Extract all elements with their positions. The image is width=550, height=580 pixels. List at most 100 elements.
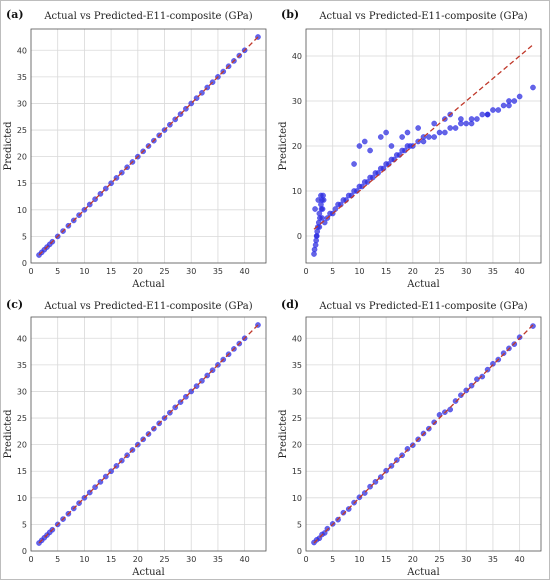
data-point [320,197,327,203]
data-point [506,98,512,104]
data-point [311,246,318,253]
data-point [490,107,496,113]
x-tick-label: 35 [488,267,498,276]
data-point [511,98,518,104]
chart-panel-b: 0 5 10 15 20 25 30 35 40 0 10 20 30 40 Actual vs Predi… [276,1,549,291]
data-point [516,334,523,341]
y-tick-label: 40 [17,46,27,55]
y-tick-label: 30 [17,99,27,108]
x-axis-label: Actual [406,279,439,290]
x-tick-label: 15 [106,555,116,564]
x-tick-label: 15 [106,267,116,276]
y-tick-label: 15 [292,467,302,476]
y-tick-label: 5 [22,520,27,529]
data-point [388,143,395,149]
x-tick-label: 40 [515,267,525,276]
x-tick-label: 35 [213,555,223,564]
x-tick-label: 35 [488,555,498,564]
data-point [404,446,411,452]
x-tick-label: 10 [354,267,364,276]
x-tick-label: 5 [330,555,335,564]
y-tick-label: 20 [292,142,302,151]
panel-label: (b) [281,8,299,21]
data-point [436,129,443,136]
x-tick-label: 0 [303,555,308,564]
x-tick-label: 35 [213,267,223,276]
data-point [474,376,480,383]
x-tick-label: 25 [159,267,169,276]
chart-title: Actual vs Predicted-E11-composite (GPa) [43,301,252,312]
chart-svg: 0 5 10 15 20 25 30 35 40 0 5 10 15 20 25 30 35 40 Actual v… [3,298,267,578]
y-tick-label: 25 [17,414,27,423]
y-tick-label: 30 [17,387,27,396]
x-axis-label: Actual [406,567,439,578]
y-axis-label: Predicted [278,121,289,171]
reference-line [38,36,259,256]
y-tick-label: 0 [297,232,302,241]
data-point [431,419,437,426]
data-point [516,93,523,100]
data-point [500,102,507,109]
data-point [495,107,502,113]
chart-panel-a: 0 5 10 15 20 25 30 35 40 0 5 10 15 20 25 30 35 40 Actual v… [1,1,276,291]
y-axis-label: Predicted [3,409,14,459]
y-tick-label: 20 [292,441,302,450]
data-point [530,84,536,91]
reference-line [313,324,534,544]
data-point [431,134,437,140]
y-tick-label: 20 [17,153,27,162]
plot-frame [305,316,542,552]
x-tick-label: 5 [55,555,60,564]
y-tick-label: 5 [22,232,27,241]
data-point [479,111,486,118]
plot-frame [30,316,267,552]
x-tick-label: 25 [434,267,444,276]
y-tick-label: 0 [22,547,27,556]
data-point [447,406,454,413]
data-point [367,147,373,154]
x-tick-label: 30 [461,267,471,276]
x-tick-label: 10 [354,555,364,564]
y-axis-label: Predicted [278,409,289,459]
x-tick-label: 0 [28,267,33,276]
data-point [452,398,459,404]
chart-title: Actual vs Predicted-E11-composite (GPa) [318,301,527,312]
data-point [458,116,464,122]
x-tick-label: 20 [133,267,143,276]
x-tick-label: 40 [240,555,250,564]
data-point [447,125,454,131]
y-tick-label: 10 [292,494,302,503]
data-point [530,323,536,329]
data-point [463,387,470,394]
data-point [315,197,322,203]
x-tick-label: 0 [303,267,308,276]
x-tick-label: 40 [515,555,525,564]
y-axis-label: Predicted [3,121,14,171]
y-tick-label: 10 [17,206,27,215]
x-tick-label: 40 [240,267,250,276]
x-tick-label: 15 [381,555,391,564]
data-point [356,143,363,149]
plot-frame [305,28,542,264]
chart-svg: 0 5 10 15 20 25 30 35 40 0 5 10 15 20 25 30 35 40 Actual v… [3,8,267,290]
y-tick-label: 10 [292,187,302,196]
y-tick-label: 35 [17,361,27,370]
y-tick-label: 25 [17,126,27,135]
data-point [479,373,486,380]
plot-frame [30,28,267,264]
data-point [415,125,421,131]
chart-panel-c: 0 5 10 15 20 25 30 35 40 0 5 10 15 20 25 30 35 40 Actual v… [1,291,276,579]
data-point [324,525,331,532]
data-point [312,206,318,212]
data-point [313,233,320,239]
x-tick-label: 30 [186,555,196,564]
x-tick-label: 20 [408,267,418,276]
x-tick-label: 0 [28,555,33,564]
y-tick-label: 15 [17,467,27,476]
x-tick-label: 25 [434,555,444,564]
data-point [399,134,405,140]
data-point [484,111,491,118]
y-tick-label: 35 [292,361,302,370]
y-tick-label: 40 [292,52,302,61]
